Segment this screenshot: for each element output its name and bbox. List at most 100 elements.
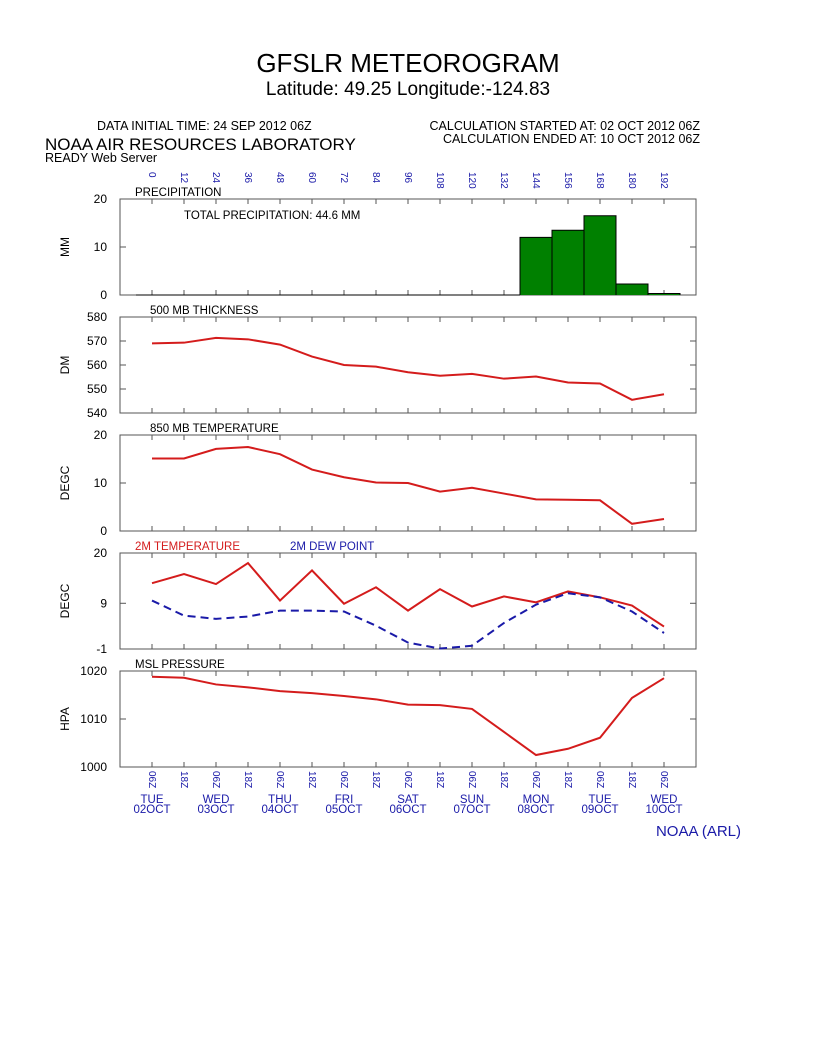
date-label: 06OCT: [389, 804, 426, 816]
time-label: 06Z: [210, 771, 221, 788]
calc-started: CALCULATION STARTED AT: 02 OCT 2012 06Z: [430, 119, 701, 133]
panel-title: PRECIPITATION: [135, 187, 221, 199]
bar: [583, 215, 617, 295]
footer: NOAA (ARL): [656, 823, 741, 840]
y-tick-label: -1: [96, 642, 107, 656]
time-label: 18Z: [434, 771, 445, 788]
initial-time: DATA INITIAL TIME: 24 SEP 2012 06Z: [97, 119, 312, 133]
hour-label: 144: [530, 172, 541, 189]
y-tick-label: 0: [100, 524, 107, 538]
server: READY Web Server: [45, 151, 157, 165]
y-tick-label: 1020: [80, 664, 107, 678]
hour-label: 96: [402, 172, 413, 184]
date-label: 03OCT: [197, 804, 234, 816]
lab-name: NOAA AIR RESOURCES LABORATORY: [45, 135, 356, 154]
y-axis-label: MM: [58, 237, 72, 257]
time-label: 06Z: [146, 771, 157, 788]
y-axis-label: DM: [58, 356, 72, 375]
title: GFSLR METEOROGRAM: [256, 48, 559, 78]
time-label: 06Z: [274, 771, 285, 788]
y-tick-label: 9: [100, 596, 107, 610]
hour-label: 192: [658, 172, 669, 189]
time-label: 06Z: [658, 771, 669, 788]
y-tick-label: 550: [87, 382, 107, 396]
date-label: 09OCT: [581, 804, 618, 816]
bar: [551, 229, 585, 295]
hour-label: 0: [146, 172, 157, 178]
bar: [647, 293, 681, 295]
panel-frame: [119, 670, 697, 768]
y-tick-label: 20: [94, 428, 108, 442]
day-label: SUN: [460, 794, 484, 806]
annotation: TOTAL PRECIPITATION: 44.6 MM: [184, 210, 360, 222]
day-label: FRI: [335, 794, 354, 806]
time-label: 18Z: [178, 771, 189, 788]
time-label: 06Z: [402, 771, 413, 788]
day-label: SAT: [397, 794, 419, 806]
bar: [615, 283, 649, 295]
y-tick-label: 1000: [80, 760, 107, 774]
y-tick-label: 1010: [80, 712, 107, 726]
line: [151, 561, 665, 628]
hour-label: 168: [594, 172, 605, 189]
day-label: THU: [268, 794, 292, 806]
y-tick-label: 0: [100, 288, 107, 302]
hour-label: 48: [274, 172, 285, 184]
y-tick-label: 10: [94, 240, 108, 254]
y-tick-label: 540: [87, 406, 107, 420]
y-tick-label: 20: [94, 546, 108, 560]
panel-frame: [119, 316, 697, 414]
hour-label: 84: [370, 172, 381, 184]
hour-label: 72: [338, 172, 349, 184]
day-label: WED: [651, 794, 678, 806]
date-label: 02OCT: [133, 804, 170, 816]
hour-label: 60: [306, 172, 317, 184]
day-label: TUE: [141, 794, 164, 806]
time-label: 06Z: [530, 771, 541, 788]
hour-label: 24: [210, 172, 221, 184]
hour-label: 108: [434, 172, 445, 189]
y-tick-label: 10: [94, 476, 108, 490]
y-tick-label: 570: [87, 334, 107, 348]
hour-label: 36: [242, 172, 253, 184]
legend-label: 2M TEMPERATURE: [135, 541, 240, 553]
time-label: 18Z: [306, 771, 317, 788]
time-label: 06Z: [594, 771, 605, 788]
date-label: 07OCT: [453, 804, 490, 816]
y-axis-label: HPA: [58, 707, 72, 731]
time-label: 18Z: [498, 771, 509, 788]
date-label: 10OCT: [645, 804, 682, 816]
calc-ended: CALCULATION ENDED AT: 10 OCT 2012 06Z: [443, 132, 700, 146]
hour-label: 180: [626, 172, 637, 189]
time-label: 18Z: [562, 771, 573, 788]
line: [151, 592, 665, 650]
hour-label: 120: [466, 172, 477, 189]
day-label: TUE: [589, 794, 612, 806]
panel-title: 500 MB THICKNESS: [150, 305, 259, 317]
hour-label: 156: [562, 172, 573, 189]
y-axis-label: DEGC: [58, 465, 72, 500]
bar: [519, 236, 553, 295]
time-label: 18Z: [370, 771, 381, 788]
y-tick-label: 560: [87, 358, 107, 372]
date-label: 08OCT: [517, 804, 554, 816]
day-label: MON: [523, 794, 550, 806]
y-tick-label: 20: [94, 192, 108, 206]
subtitle: Latitude: 49.25 Longitude:-124.83: [266, 79, 550, 100]
date-label: 04OCT: [261, 804, 298, 816]
time-label: 18Z: [242, 771, 253, 788]
time-label: 06Z: [466, 771, 477, 788]
panel-title: MSL PRESSURE: [135, 659, 225, 671]
y-tick-label: 580: [87, 310, 107, 324]
hour-label: 132: [498, 172, 509, 189]
time-label: 06Z: [338, 771, 349, 788]
legend-label: 2M DEW POINT: [290, 541, 374, 553]
line: [152, 445, 665, 525]
panel-title: 850 MB TEMPERATURE: [150, 423, 279, 435]
y-axis-label: DEGC: [58, 583, 72, 618]
time-label: 18Z: [626, 771, 637, 788]
line: [151, 336, 665, 401]
hour-label: 12: [178, 172, 189, 184]
day-label: WED: [203, 794, 230, 806]
